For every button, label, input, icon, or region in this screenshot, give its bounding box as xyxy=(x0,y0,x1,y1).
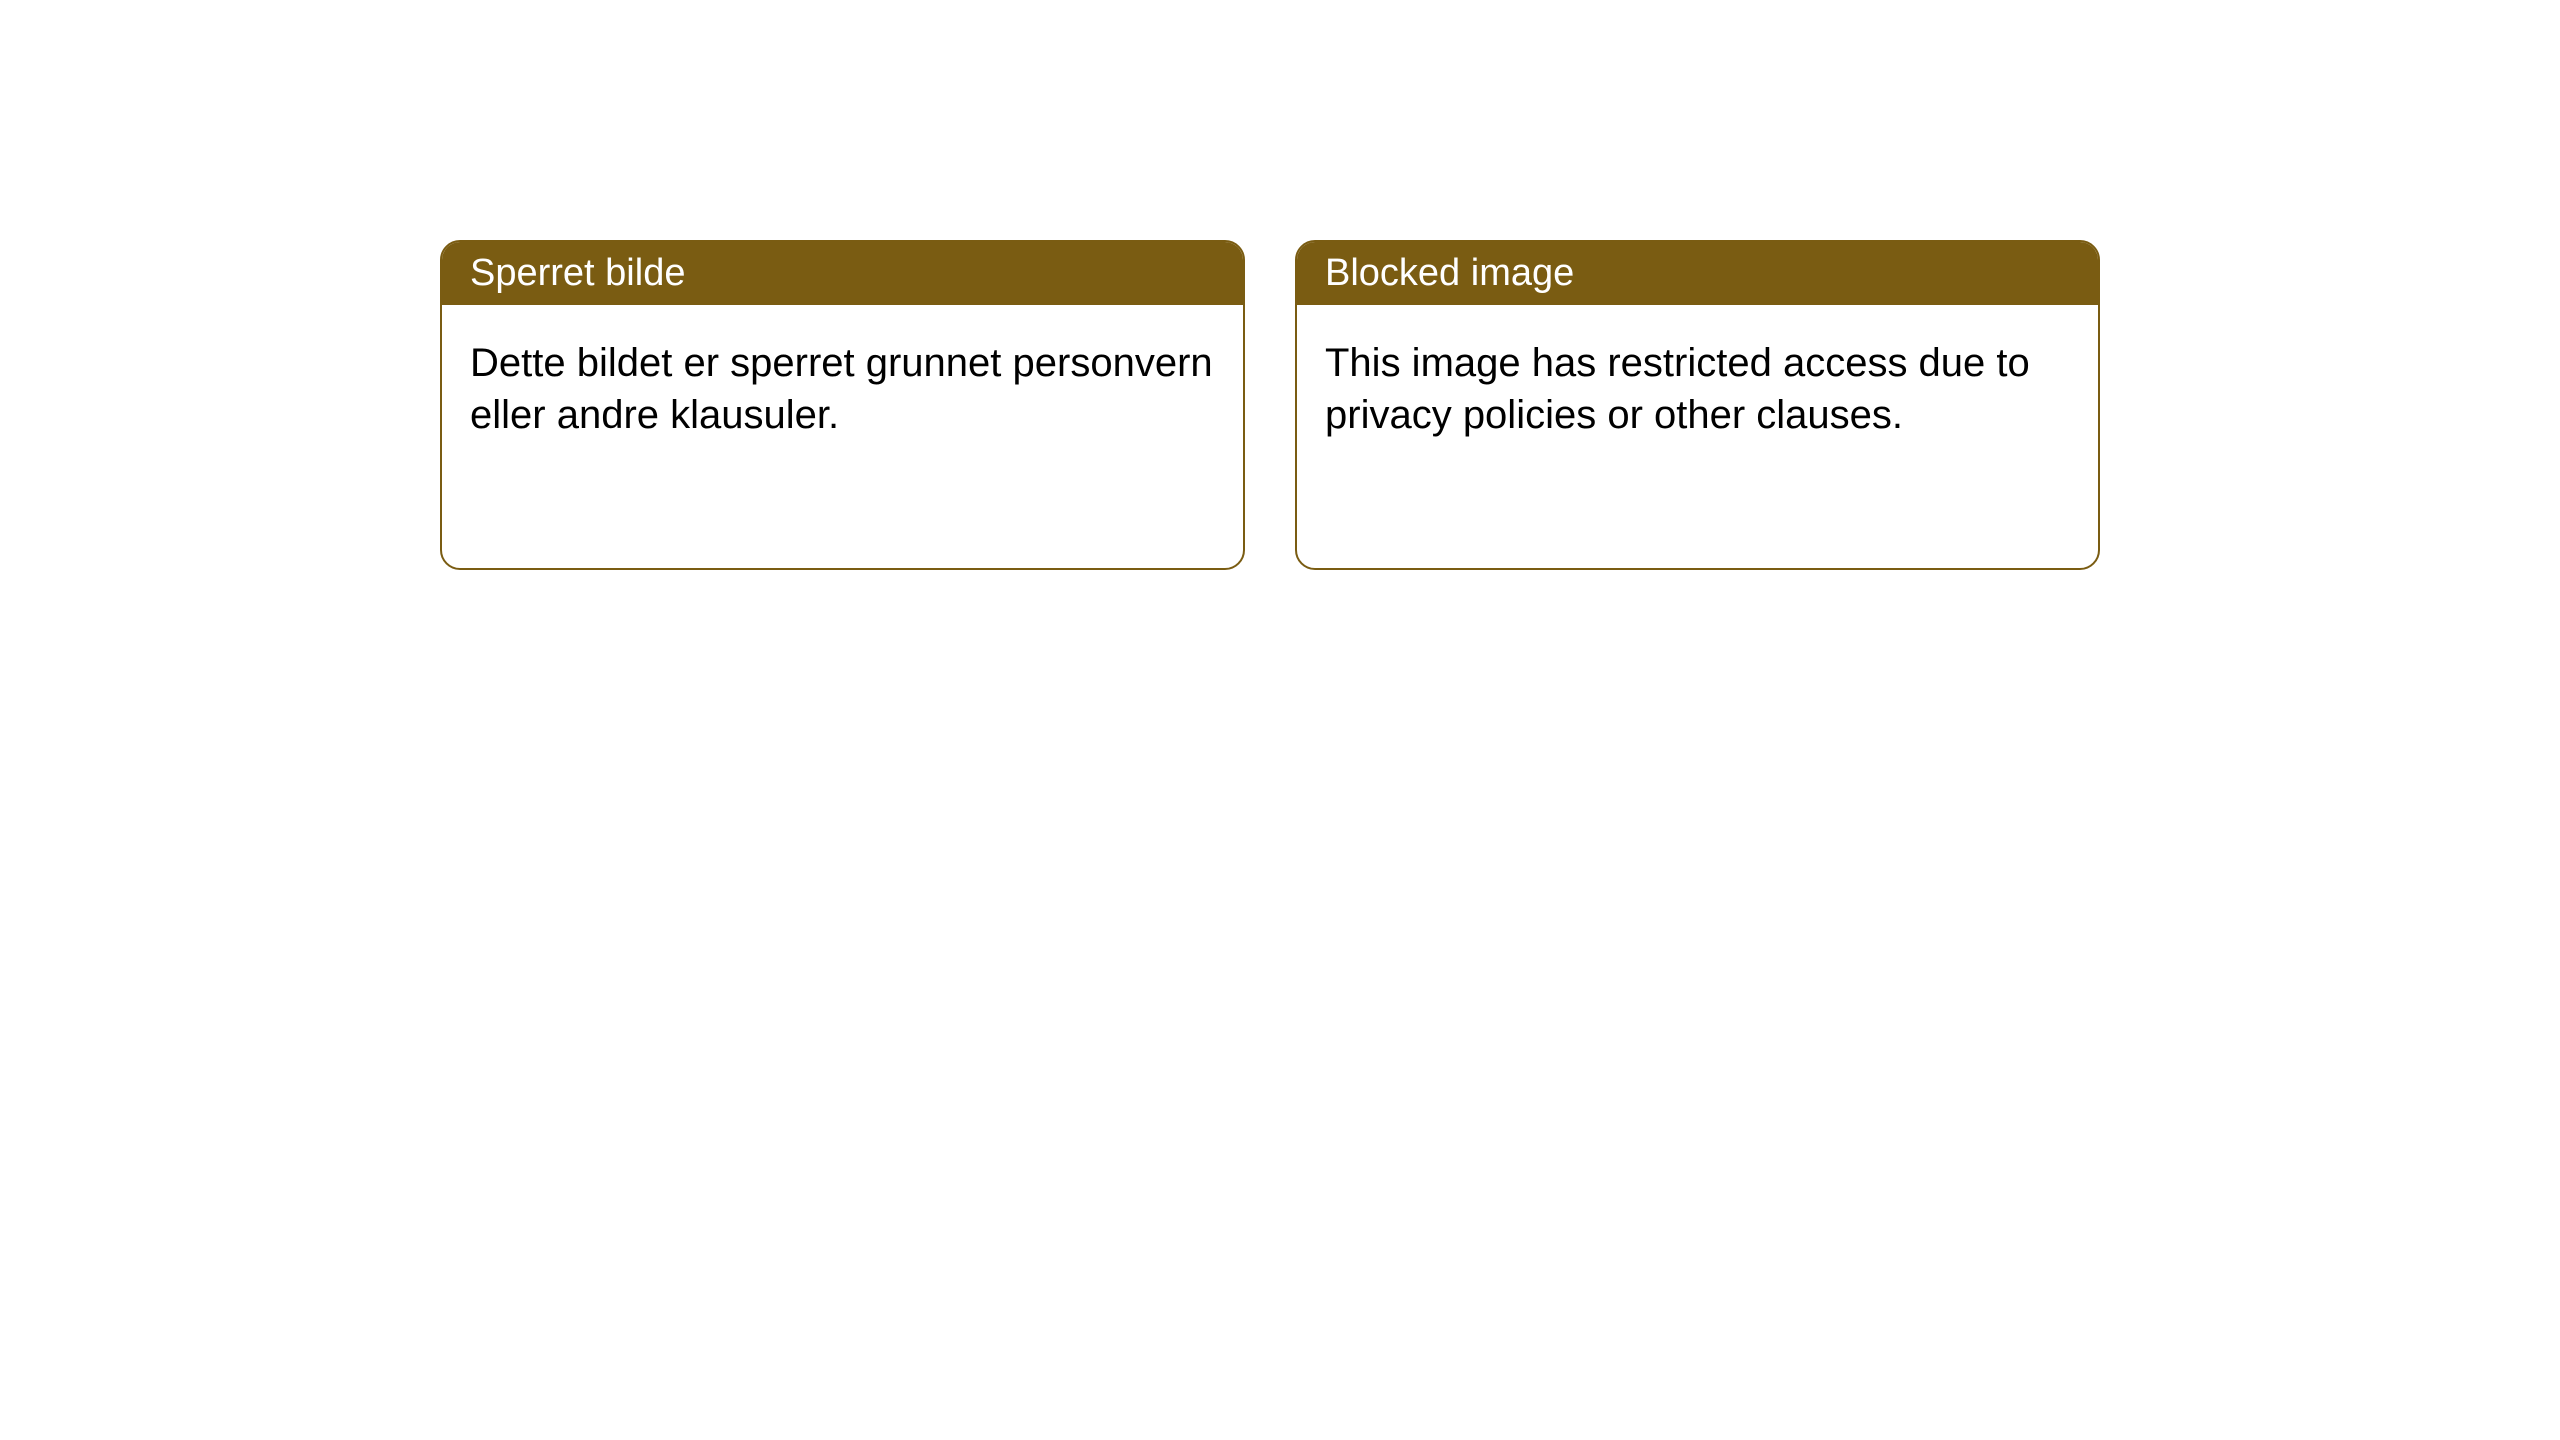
notice-container: Sperret bilde Dette bildet er sperret gr… xyxy=(0,0,2560,810)
notice-title: Blocked image xyxy=(1297,242,2098,305)
notice-title: Sperret bilde xyxy=(442,242,1243,305)
notice-card-english: Blocked image This image has restricted … xyxy=(1295,240,2100,570)
notice-card-norwegian: Sperret bilde Dette bildet er sperret gr… xyxy=(440,240,1245,570)
notice-body: This image has restricted access due to … xyxy=(1297,305,2098,473)
notice-body: Dette bildet er sperret grunnet personve… xyxy=(442,305,1243,473)
